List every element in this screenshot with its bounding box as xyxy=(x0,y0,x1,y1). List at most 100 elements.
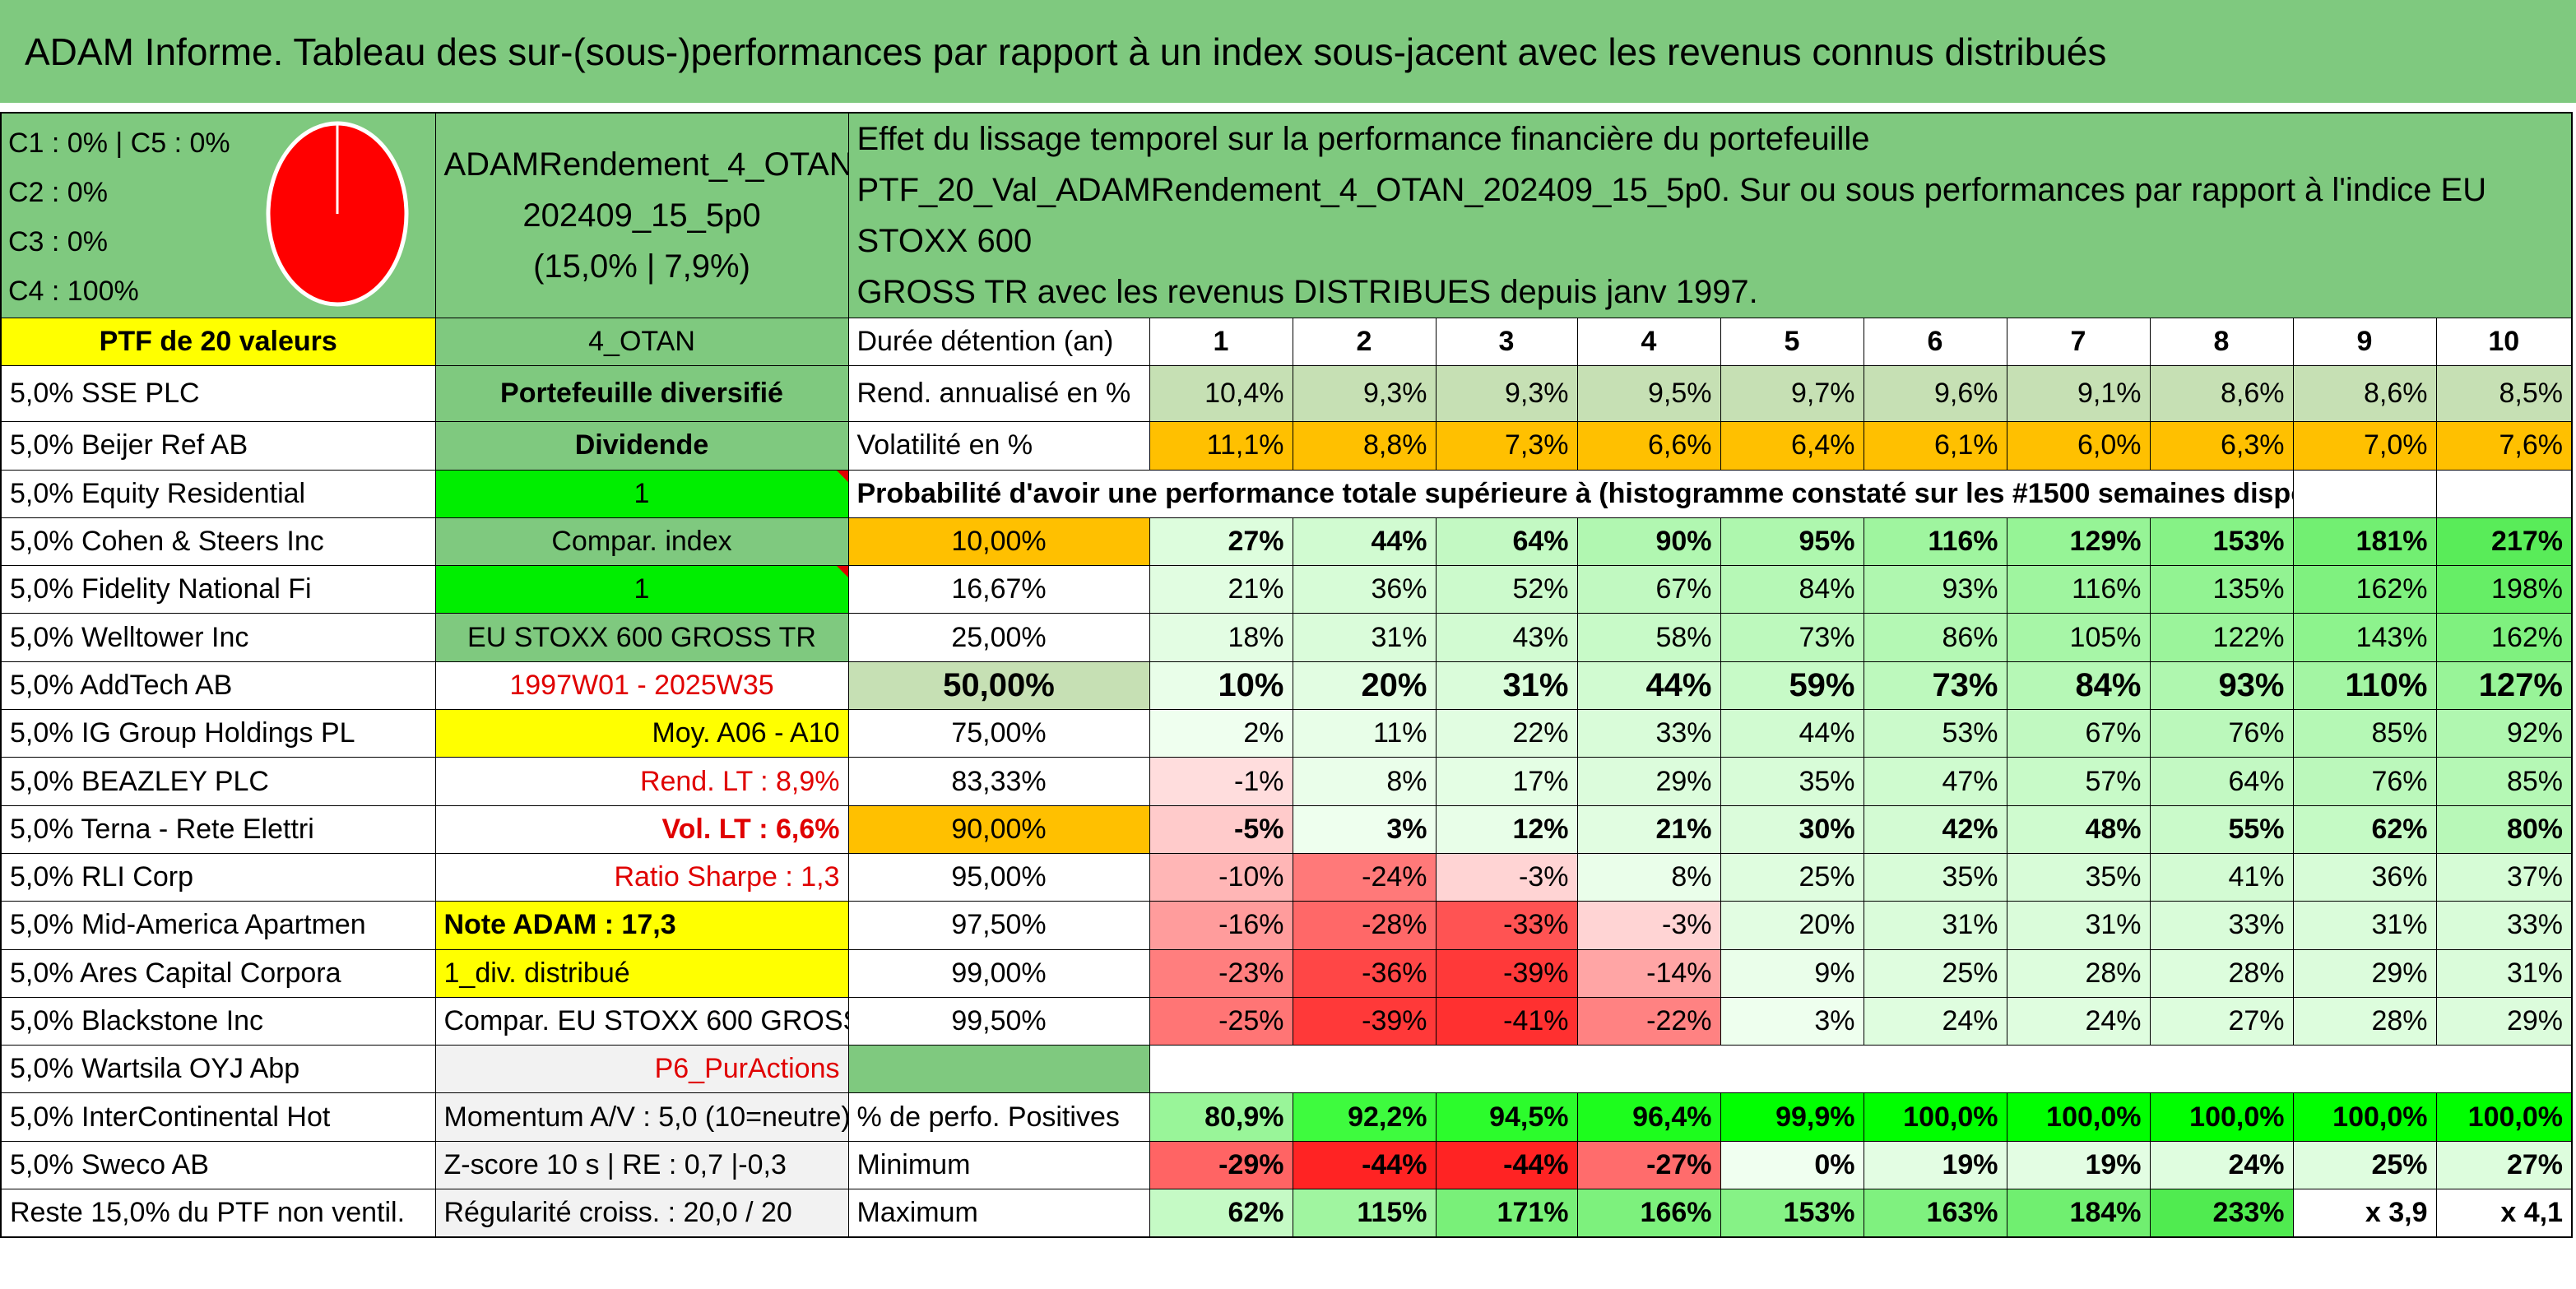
perf-value[interactable]: 20% xyxy=(1292,661,1437,711)
perf-value[interactable]: 3% xyxy=(1292,804,1437,854)
perf-value[interactable]: 18% xyxy=(1149,613,1293,662)
perf-value[interactable]: 36% xyxy=(2292,852,2437,902)
maximum-value[interactable]: 233% xyxy=(2149,1189,2294,1238)
info-adam-score[interactable]: Note ADAM : 17,3 xyxy=(434,901,849,950)
holding-row[interactable]: 5,0% Sweco AB xyxy=(0,1140,436,1190)
perf-value[interactable]: 41% xyxy=(2149,852,2294,902)
year-header-2[interactable]: 2 xyxy=(1292,318,1437,366)
info-compar-index[interactable]: Compar. index xyxy=(434,517,849,567)
perf-value[interactable]: -3% xyxy=(1435,852,1578,902)
percentile-7[interactable]: 95,00% xyxy=(847,852,1150,902)
perf-value[interactable]: 24% xyxy=(1863,996,2007,1046)
maximum-value[interactable]: 115% xyxy=(1292,1189,1437,1238)
percentile-10[interactable]: 99,50% xyxy=(847,996,1150,1046)
perf-value[interactable]: -41% xyxy=(1435,996,1578,1046)
volatility-6[interactable]: 6,1% xyxy=(1863,421,2007,471)
minimum-label[interactable]: Minimum xyxy=(847,1140,1150,1190)
annual-return-5[interactable]: 9,7% xyxy=(1720,364,1864,423)
perf-value[interactable]: 127% xyxy=(2435,661,2573,711)
annual-return-9[interactable]: 8,6% xyxy=(2292,364,2437,423)
perf-value[interactable]: 29% xyxy=(1576,757,1721,806)
percentile-8[interactable]: 97,50% xyxy=(847,901,1150,950)
positive-share[interactable]: 100,0% xyxy=(2149,1092,2294,1142)
perf-value[interactable]: 67% xyxy=(1576,565,1721,614)
holding-row[interactable]: 5,0% Welltower Inc xyxy=(0,613,436,662)
annual-return-6[interactable]: 9,6% xyxy=(1863,364,2007,423)
perf-value[interactable]: 42% xyxy=(1863,804,2007,854)
minimum-value[interactable]: -44% xyxy=(1435,1140,1578,1190)
minimum-value[interactable]: 25% xyxy=(2292,1140,2437,1190)
perf-value[interactable]: 31% xyxy=(1435,661,1578,711)
percentile-3[interactable]: 50,00% xyxy=(847,661,1150,711)
perf-value[interactable]: 35% xyxy=(1720,757,1864,806)
perf-value[interactable]: -23% xyxy=(1149,948,1293,998)
volatility-10[interactable]: 7,6% xyxy=(2435,421,2573,471)
perf-value[interactable]: 73% xyxy=(1863,661,2007,711)
info-sharpe[interactable]: Ratio Sharpe : 1,3 xyxy=(434,852,849,902)
perf-value[interactable]: 27% xyxy=(1149,517,1293,567)
info-lt-return[interactable]: Rend. LT : 8,9% xyxy=(434,757,849,806)
perf-value[interactable]: -33% xyxy=(1435,901,1578,950)
holding-row[interactable]: 5,0% InterContinental Hot xyxy=(0,1092,436,1142)
maximum-value[interactable]: 184% xyxy=(2006,1189,2151,1238)
info-dividend-mode[interactable]: 1_div. distribué xyxy=(434,948,849,998)
perf-value[interactable]: 35% xyxy=(1863,852,2007,902)
info-compar-label[interactable]: Compar. EU STOXX 600 GROSS TR xyxy=(434,996,849,1046)
perf-value[interactable]: 8% xyxy=(1292,757,1437,806)
year-header-10[interactable]: 10 xyxy=(2435,318,2573,366)
perf-value[interactable]: -24% xyxy=(1292,852,1437,902)
perf-value[interactable]: 21% xyxy=(1576,804,1721,854)
perf-value[interactable]: 129% xyxy=(2006,517,2151,567)
maximum-value[interactable]: 163% xyxy=(1863,1189,2007,1238)
perf-value[interactable]: 90% xyxy=(1576,517,1721,567)
holding-row[interactable]: 5,0% AddTech AB xyxy=(0,661,436,711)
holding-row[interactable]: Reste 15,0% du PTF non ventil. xyxy=(0,1189,436,1238)
perf-value[interactable]: 11% xyxy=(1292,709,1437,758)
maximum-value[interactable]: 153% xyxy=(1720,1189,1864,1238)
perf-value[interactable]: 8% xyxy=(1576,852,1721,902)
perf-value[interactable]: 84% xyxy=(1720,565,1864,614)
perf-value[interactable]: 20% xyxy=(1720,901,1864,950)
volatility-9[interactable]: 7,0% xyxy=(2292,421,2437,471)
perf-value[interactable]: 105% xyxy=(2006,613,2151,662)
volatility-7[interactable]: 6,0% xyxy=(2006,421,2151,471)
perf-value[interactable]: 92% xyxy=(2435,709,2573,758)
perf-value[interactable]: 10% xyxy=(1149,661,1293,711)
info-category[interactable]: P6_PurActions xyxy=(434,1045,849,1094)
percentile-6[interactable]: 90,00% xyxy=(847,804,1150,854)
percentile-0[interactable]: 10,00% xyxy=(847,517,1150,567)
perf-value[interactable]: 24% xyxy=(2006,996,2151,1046)
perf-value[interactable]: 3% xyxy=(1720,996,1864,1046)
perf-value[interactable]: 198% xyxy=(2435,565,2573,614)
maximum-value[interactable]: 171% xyxy=(1435,1189,1578,1238)
info-period[interactable]: 1997W01 - 2025W35 xyxy=(434,661,849,711)
perf-value[interactable]: -39% xyxy=(1292,996,1437,1046)
perf-value[interactable]: -1% xyxy=(1149,757,1293,806)
holding-row[interactable]: 5,0% Equity Residential xyxy=(0,469,436,518)
year-header-7[interactable]: 7 xyxy=(2006,318,2151,366)
year-header-6[interactable]: 6 xyxy=(1863,318,2007,366)
info-flag-1[interactable]: 1 xyxy=(434,469,849,518)
perf-value[interactable]: 76% xyxy=(2149,709,2294,758)
perf-value[interactable]: 22% xyxy=(1435,709,1578,758)
info-lt-volatility[interactable]: Vol. LT : 6,6% xyxy=(434,804,849,854)
perf-value[interactable]: -16% xyxy=(1149,901,1293,950)
perf-value[interactable]: -28% xyxy=(1292,901,1437,950)
perf-value[interactable]: 47% xyxy=(1863,757,2007,806)
empty-cell[interactable] xyxy=(2292,469,2437,518)
probability-title[interactable]: Probabilité d'avoir une performance tota… xyxy=(847,469,2294,518)
perf-value[interactable]: 48% xyxy=(2006,804,2151,854)
positive-share[interactable]: 92,2% xyxy=(1292,1092,1437,1142)
perf-value[interactable]: 44% xyxy=(1292,517,1437,567)
annual-return-3[interactable]: 9,3% xyxy=(1435,364,1578,423)
annual-return-2[interactable]: 9,3% xyxy=(1292,364,1437,423)
annual-return-8[interactable]: 8,6% xyxy=(2149,364,2294,423)
portfolio-description[interactable]: Effet du lissage temporel sur la perform… xyxy=(847,112,2573,318)
info-average-years[interactable]: Moy. A06 - A10 xyxy=(434,709,849,758)
perf-value[interactable]: -36% xyxy=(1292,948,1437,998)
perf-value[interactable]: 31% xyxy=(2006,901,2151,950)
minimum-value[interactable]: 0% xyxy=(1720,1140,1864,1190)
minimum-value[interactable]: 19% xyxy=(1863,1140,2007,1190)
maximum-value[interactable]: x 3,9 xyxy=(2292,1189,2437,1238)
perf-value[interactable]: 57% xyxy=(2006,757,2151,806)
